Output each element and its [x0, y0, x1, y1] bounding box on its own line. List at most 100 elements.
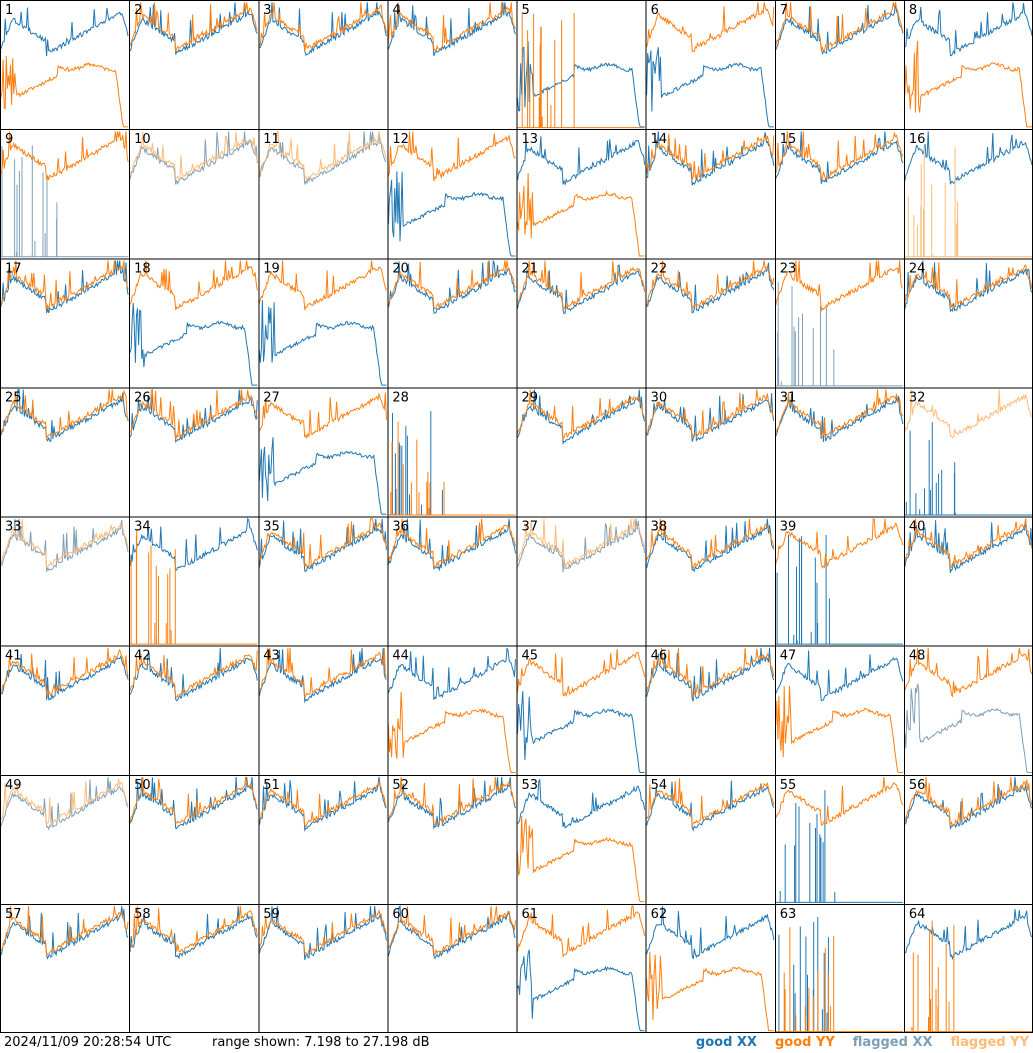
series-yy-line	[775, 927, 903, 1032]
panel-47	[775, 650, 904, 773]
panel-label: 43	[263, 649, 280, 664]
panel-label: 62	[651, 907, 668, 922]
legend-flagged-xx: flagged XX	[852, 1035, 933, 1050]
panel-13	[517, 136, 646, 257]
series-yy-line	[129, 650, 258, 698]
panel-label: 23	[780, 261, 797, 276]
series-xx-line	[517, 389, 646, 446]
series-xx-line	[517, 691, 645, 773]
panel-22	[646, 260, 775, 314]
panel-label: 37	[522, 520, 539, 535]
panel-27	[258, 392, 387, 515]
panel-5	[517, 13, 645, 129]
panel-label: 16	[909, 132, 926, 147]
panel-label: 36	[392, 520, 409, 535]
series-xx-line	[387, 171, 516, 257]
series-yy-line	[904, 389, 1033, 439]
panel-60	[387, 904, 516, 960]
series-yy-line	[904, 776, 1033, 827]
panel-33	[0, 518, 129, 572]
panel-8	[904, 2, 1033, 128]
series-xx-line	[775, 534, 903, 645]
series-yy-line	[0, 389, 129, 440]
panel-label: 48	[909, 649, 926, 664]
series-xx-line	[1, 145, 129, 258]
series-yy-line	[0, 56, 129, 128]
series-xx-line	[904, 131, 1033, 185]
series-xx-line	[646, 131, 775, 186]
series-yy-line	[517, 815, 645, 903]
panel-59	[258, 906, 387, 961]
panel-20	[387, 260, 516, 314]
panel-label: 32	[909, 390, 926, 405]
panel-label: 9	[5, 132, 13, 147]
series-yy-line	[129, 388, 258, 440]
panel-15	[775, 131, 904, 184]
series-xx-line	[0, 776, 129, 831]
series-xx-line	[388, 411, 516, 516]
panel-62	[646, 906, 775, 1032]
panel-55	[775, 776, 904, 903]
series-yy-line	[129, 776, 258, 824]
panel-label: 5	[522, 3, 530, 18]
panel-label: 53	[522, 778, 539, 793]
panel-16	[904, 131, 1033, 258]
series-yy-line	[258, 392, 387, 440]
panel-10	[129, 131, 258, 185]
series-xx-line	[258, 647, 387, 704]
series-yy-line	[258, 260, 387, 310]
series-xx-line	[259, 2, 387, 56]
series-yy-line	[646, 647, 775, 699]
series-xx-line	[387, 2, 516, 56]
panel-label: 28	[392, 390, 409, 405]
panel-label: 41	[5, 649, 22, 664]
series-xx-line	[129, 131, 258, 185]
panel-label: 30	[651, 390, 668, 405]
panel-label: 46	[651, 649, 668, 664]
series-yy-line	[130, 529, 258, 645]
series-yy-line	[129, 2, 258, 53]
panel-label: 24	[909, 261, 926, 276]
series-xx-line	[258, 906, 387, 961]
series-yy-line	[129, 906, 258, 954]
panel-label: 60	[392, 907, 409, 922]
panel-label: 27	[263, 390, 280, 405]
panel-23	[775, 260, 904, 387]
series-yy-line	[517, 389, 646, 440]
panel-63	[775, 917, 903, 1032]
series-yy-line	[646, 260, 775, 311]
series-xx-line	[775, 282, 903, 387]
panel-36	[387, 518, 516, 572]
timestamp: 2024/11/09 20:28:54 UTC	[4, 1035, 172, 1050]
panel-label: 13	[522, 132, 539, 147]
panel-label: 29	[522, 390, 539, 405]
series-xx-line	[646, 647, 775, 702]
series-xx-line	[904, 683, 1032, 773]
series-xx-line	[646, 47, 774, 128]
panel-21	[517, 260, 646, 315]
series-xx-line	[517, 41, 645, 128]
series-yy-line	[258, 780, 387, 828]
series-yy-line	[258, 909, 387, 955]
series-yy-line	[387, 691, 516, 773]
panel-39	[775, 518, 904, 645]
panel-54	[646, 778, 775, 832]
panel-28	[388, 411, 516, 516]
panel-label: 54	[651, 778, 668, 793]
panel-64	[904, 909, 1033, 1032]
panel-34	[129, 517, 258, 645]
series-xx-line	[258, 300, 387, 386]
panel-48	[904, 647, 1033, 773]
series-yy-line	[646, 778, 775, 827]
series-xx-line	[775, 790, 903, 903]
panel-label: 31	[780, 390, 797, 405]
panel-label: 39	[780, 520, 797, 535]
series-xx-line	[129, 647, 258, 702]
series-yy-line	[646, 133, 775, 182]
series-yy-line	[387, 2, 516, 53]
series-yy-line	[259, 2, 387, 53]
series-xx-line	[0, 906, 129, 960]
panel-label: 26	[134, 390, 151, 405]
panel-29	[517, 389, 646, 446]
panel-label: 45	[522, 649, 539, 664]
